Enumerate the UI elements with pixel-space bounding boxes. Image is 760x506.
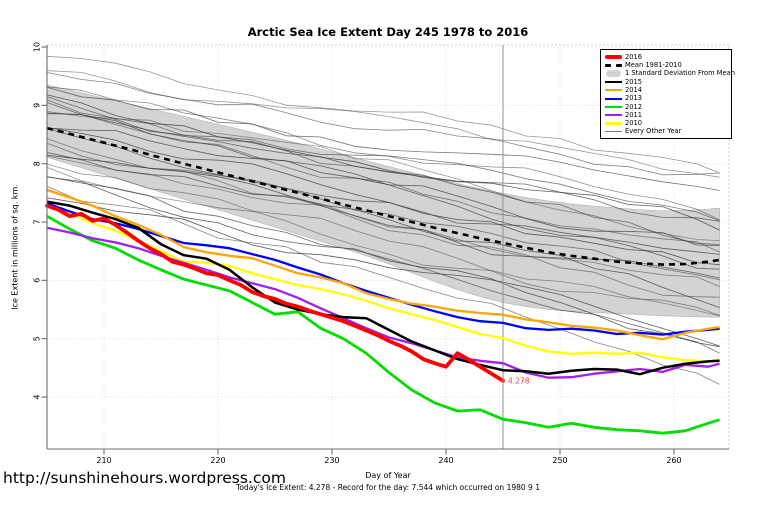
series-2012 — [46, 214, 721, 435]
legend-item-2016: 2016 — [601, 53, 731, 61]
legend-item-2011: 2011 — [601, 111, 731, 119]
y-tick-label: 9 — [33, 103, 42, 108]
legend-label: Every Other Year — [625, 127, 682, 136]
legend-swatch — [601, 97, 625, 100]
legend-swatch — [601, 70, 625, 77]
legend-swatch — [601, 114, 625, 117]
legend-label: 2016 — [625, 52, 643, 61]
legend-label: 2010 — [625, 119, 643, 128]
y-tick-label: 4 — [33, 394, 42, 399]
x-tick-label: 250 — [552, 456, 567, 465]
series-2015 — [46, 200, 720, 376]
x-tick-label: 260 — [666, 456, 681, 465]
every-other-year-lines — [46, 55, 720, 385]
legend-swatch — [601, 122, 625, 125]
y-tick-label: 6 — [33, 278, 42, 283]
legend-label: 2011 — [625, 110, 643, 119]
legend-swatch — [601, 80, 625, 84]
x-axis-label: Day of Year — [365, 471, 411, 480]
mean-line — [46, 126, 720, 266]
legend-item-2012: 2012 — [601, 103, 731, 111]
legend-item-1-standard-deviation-from-mean: 1 Standard Deviation From Mean — [601, 70, 735, 78]
y-tick-label: 7 — [33, 219, 42, 224]
watermark-url: http://sunshinehours.wordpress.com — [3, 469, 286, 487]
x-tick-label: 240 — [438, 456, 453, 465]
y-tick-label: 8 — [33, 161, 42, 166]
legend-swatch — [601, 55, 625, 59]
y-tick-label: 10 — [33, 42, 42, 52]
legend-item-2015: 2015 — [601, 78, 731, 86]
legend-label: 2013 — [625, 94, 643, 103]
current-value-marker — [501, 378, 505, 383]
chart-title: Arctic Sea Ice Extent Day 245 1978 to 20… — [247, 25, 529, 39]
legend-item-mean-1981-2010: Mean 1981-2010 — [601, 61, 731, 69]
legend-item-every-other-year: Every Other Year — [601, 128, 731, 136]
legend-item-2013: 2013 — [601, 94, 731, 102]
legend-label: Mean 1981-2010 — [625, 61, 682, 70]
legend-label: 2012 — [625, 102, 643, 111]
legend-swatch — [601, 131, 625, 133]
legend-item-2014: 2014 — [601, 86, 731, 94]
series-2010 — [46, 202, 720, 363]
series-2016 — [45, 203, 505, 383]
legend-swatch — [601, 63, 625, 67]
legend-item-2010: 2010 — [601, 119, 731, 127]
series-2014 — [46, 188, 720, 341]
legend-swatch — [601, 105, 625, 109]
y-tick-label: 5 — [33, 336, 42, 341]
axes — [41, 45, 729, 455]
x-tick-label: 210 — [96, 456, 111, 465]
legend-swatch — [601, 89, 625, 92]
current-value-label: 4.278 — [508, 376, 530, 385]
legend: 2016 Mean 1981-2010 1 Standard Deviation F… — [600, 49, 735, 139]
legend-label: 1 Standard Deviation From Mean — [625, 69, 735, 78]
x-tick-label: 230 — [324, 456, 339, 465]
legend-label: 2014 — [625, 85, 643, 94]
x-tick-label: 220 — [210, 456, 225, 465]
legend-label: 2015 — [625, 77, 643, 86]
footer-summary: Today's Ice Extent: 4.278 - Record for t… — [236, 483, 540, 492]
tick-labels: 210 220 230 240 250 260 4 5 6 7 8 9 10 — [33, 42, 682, 465]
